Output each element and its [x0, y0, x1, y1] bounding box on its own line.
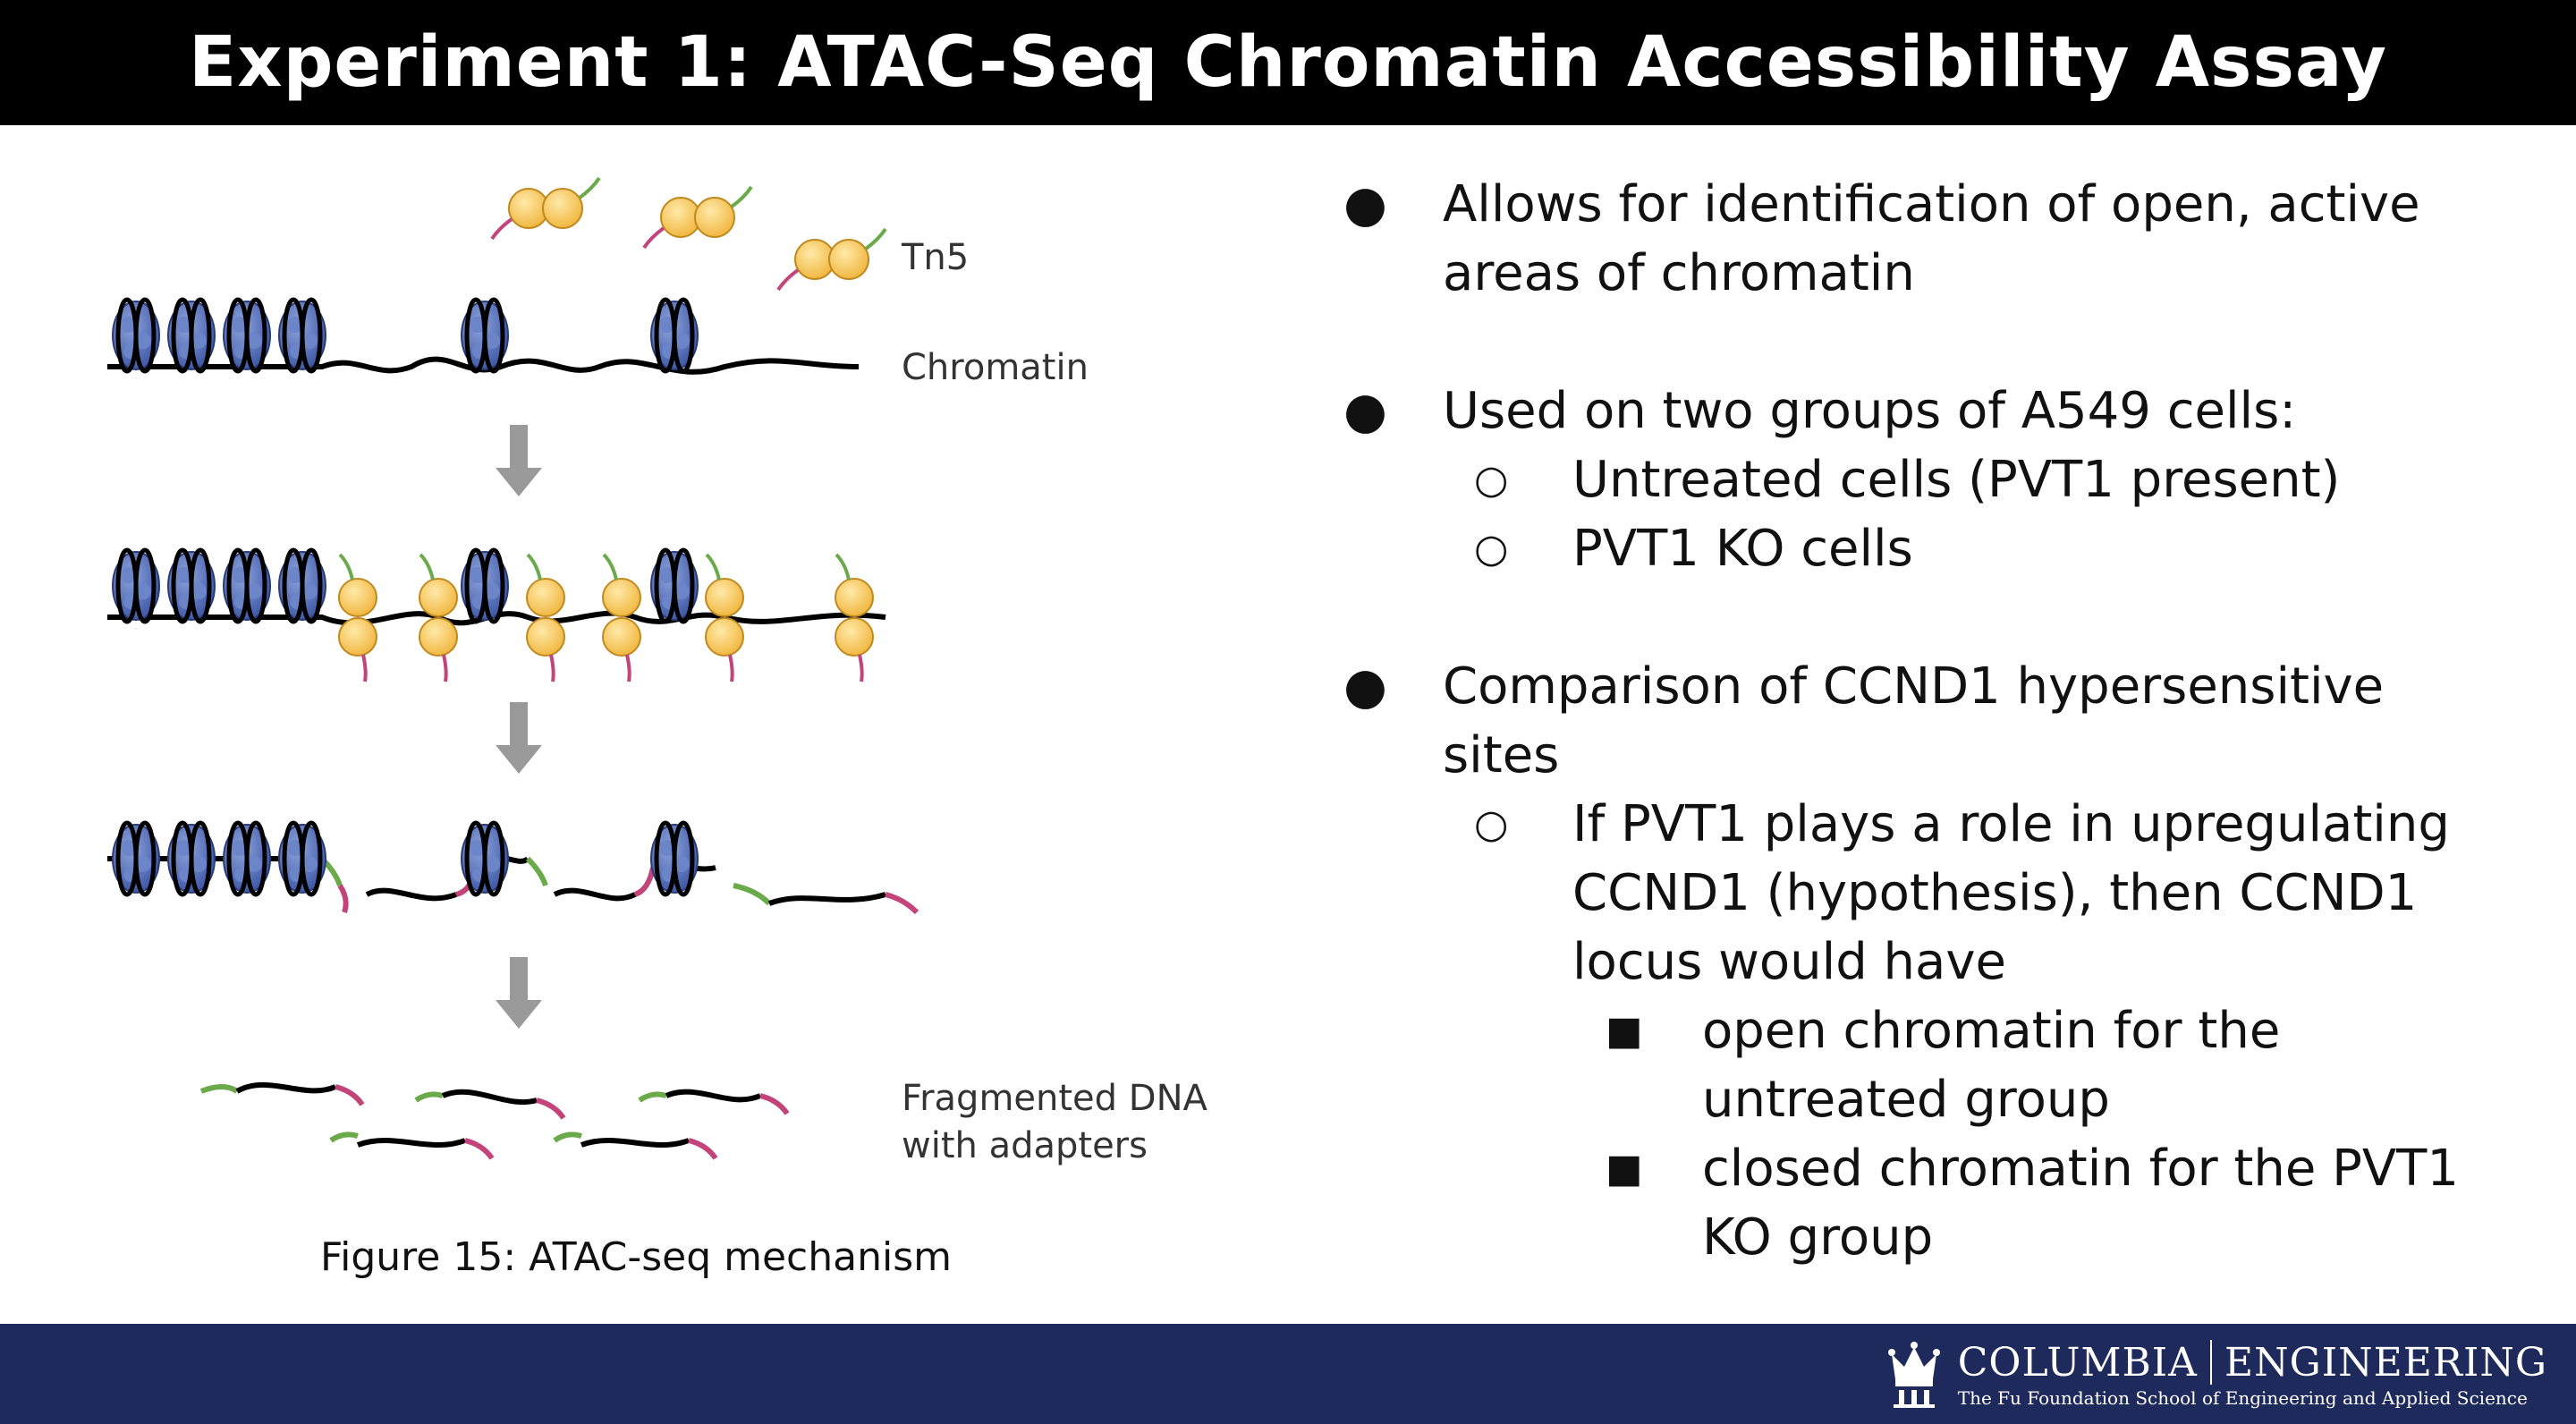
sub-sub-bullet-text: closed chromatin for the PVT1 KO group [1702, 1140, 2460, 1267]
with-adapters-label: with adapters [902, 1125, 1148, 1166]
chromatin-label: Chromatin [902, 347, 1089, 388]
tn5-transposase-icons [490, 176, 887, 292]
footer-bar: COLUMBIA ENGINEERING The Fu Foundation S… [0, 1324, 2576, 1424]
tn5-label: Tn5 [902, 237, 970, 278]
brand-divider [2209, 1340, 2212, 1385]
bullet-item: ● Comparison of CCND1 hypersensitive sit… [1342, 652, 2504, 790]
bullet-text: Used on two groups of A549 cells: [1443, 382, 2297, 440]
bullet-marker: ● [1343, 657, 1387, 716]
bullet-item: ● Used on two groups of A549 cells: [1342, 377, 2504, 445]
sub-bullet-marker: ○ [1474, 457, 1509, 503]
brand-columbia: COLUMBIA [1957, 1339, 2198, 1386]
sub-bullet-item: ○ Untreated cells (PVT1 present) [1342, 445, 2504, 514]
bullet-item: ● Allows for identification of open, act… [1342, 170, 2504, 308]
crown-icon [1887, 1342, 1940, 1408]
bullet-text: Allows for identification of open, activ… [1443, 175, 2420, 302]
sub-bullet-marker: ○ [1474, 801, 1509, 847]
slide-title: Experiment 1: ATAC-Seq Chromatin Accessi… [188, 22, 2387, 103]
chromatin-strand [106, 300, 860, 375]
sub-bullet-text: PVT1 KO cells [1572, 520, 1913, 578]
sub-sub-bullet-item: ■ closed chromatin for the PVT1 KO group [1342, 1134, 2504, 1272]
columbia-engineering-logo: COLUMBIA ENGINEERING The Fu Foundation S… [1883, 1338, 2547, 1410]
sub-bullet-item: ○ If PVT1 plays a role in upregulating C… [1342, 790, 2504, 996]
sub-sub-bullet-marker: ■ [1606, 1146, 1643, 1191]
brand-engineering: ENGINEERING [2224, 1339, 2547, 1386]
sub-sub-bullet-text: open chromatin for the untreated group [1702, 1002, 2281, 1129]
down-arrow-icon [496, 702, 542, 774]
bullet-marker: ● [1343, 382, 1387, 440]
bullet-text: Comparison of CCND1 hypersensitive sites [1443, 657, 2385, 784]
tn5-bound-chromatin [107, 550, 886, 683]
sub-bullet-marker: ○ [1474, 526, 1509, 572]
figure-caption: Figure 15: ATAC-seq mechanism [320, 1234, 952, 1280]
atac-seq-figure: Tn5 Chromatin Fragmented DNA with adapte… [98, 165, 1252, 1194]
cut-chromatin [107, 823, 919, 915]
fragmented-dna-label: Fragmented DNA [902, 1078, 1208, 1119]
sub-sub-bullet-item: ■ open chromatin for the untreated group [1342, 996, 2504, 1134]
bullet-marker: ● [1343, 175, 1387, 233]
dna-fragments [199, 1081, 790, 1160]
sub-bullet-text: If PVT1 plays a role in upregulating CCN… [1572, 795, 2450, 991]
sub-sub-bullet-marker: ■ [1606, 1008, 1643, 1054]
down-arrow-icon [496, 957, 542, 1029]
down-arrow-icon [496, 425, 542, 496]
bullet-list: ● Allows for identification of open, act… [1342, 170, 2504, 1272]
sub-bullet-item: ○ PVT1 KO cells [1342, 514, 2504, 583]
sub-bullet-text: Untreated cells (PVT1 present) [1572, 451, 2341, 509]
school-subtitle: The Fu Foundation School of Engineering … [1957, 1386, 2528, 1409]
title-bar: Experiment 1: ATAC-Seq Chromatin Accessi… [0, 0, 2576, 125]
atac-seq-diagram [106, 176, 919, 1160]
